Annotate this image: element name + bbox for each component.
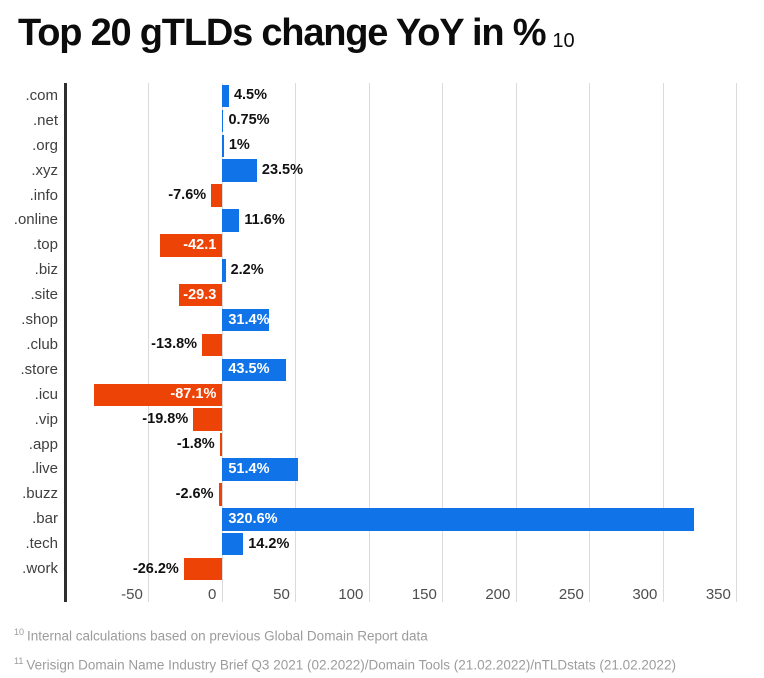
category-label-work: .work [22, 560, 58, 578]
x-tick-350: 350 [705, 586, 731, 603]
bar-club [202, 333, 223, 357]
value-label-online: 11.6% [244, 211, 285, 228]
category-label-live: .live [31, 460, 58, 478]
category-label-online: .online [13, 211, 58, 229]
category-label-com: .com [25, 86, 58, 104]
category-label-buzz: .buzz [22, 485, 58, 503]
bar-bar [222, 508, 694, 531]
value-label-store: 43.5% [228, 361, 270, 378]
category-label-store: .store [20, 360, 58, 378]
bar-tech [222, 532, 244, 556]
gridline-250 [589, 83, 591, 602]
x-tick--50: -50 [121, 586, 143, 603]
gridline-350 [736, 83, 738, 602]
bar-shop [222, 308, 269, 332]
category-label-net: .net [32, 111, 58, 129]
x-tick-50: 50 [273, 586, 290, 603]
bar-top [160, 234, 223, 257]
category-label-vip: .vip [34, 410, 58, 428]
category-label-app: .app [28, 435, 58, 453]
value-label-vip: -19.8% [142, 411, 189, 428]
category-label-bar: .bar [32, 510, 58, 528]
gridline--50 [148, 83, 150, 602]
x-tick-100: 100 [338, 586, 364, 603]
value-label-shop: 31.4% [228, 311, 270, 328]
category-label-club: .club [26, 335, 58, 353]
value-label-live: 51.4% [228, 460, 270, 477]
gridline-0 [221, 83, 223, 602]
page-title-text: Top 20 gTLDs change YoY in % [18, 12, 547, 54]
value-label-work: -26.2% [132, 560, 179, 577]
footnote-1: 10 Internal calculations based on previou… [14, 620, 676, 649]
bar-vip [193, 408, 223, 431]
x-tick-300: 300 [632, 586, 658, 603]
value-label-net: 0.75% [228, 112, 270, 129]
value-label-biz: 2.2% [230, 261, 264, 278]
x-tick-150: 150 [411, 586, 437, 603]
bar-biz [222, 259, 226, 282]
footnote-1-text: Internal calculations based on previous … [27, 628, 428, 644]
bar-com [222, 84, 229, 108]
bar-live [222, 458, 298, 481]
value-label-app: -1.8% [176, 436, 215, 453]
bar-online [222, 209, 240, 232]
value-label-site: -29.3 [183, 286, 217, 303]
x-tick-0: 0 [208, 586, 217, 603]
category-label-site: .site [30, 286, 58, 304]
footnote-1-sup: 10 [14, 627, 25, 637]
footnotes: 10 Internal calculations based on previou… [14, 620, 676, 677]
bar-store [222, 358, 287, 382]
footnote-2: 11 Verisign Domain Name Industry Brief Q3… [14, 649, 676, 678]
value-label-com: 4.5% [233, 87, 268, 104]
value-label-org: 1% [228, 137, 250, 154]
bar-info [211, 184, 223, 207]
category-label-xyz: .xyz [31, 161, 58, 179]
category-label-biz: .biz [34, 261, 58, 279]
bar-site [179, 283, 223, 307]
value-label-club: -13.8% [151, 336, 198, 353]
value-label-icu: -87.1% [170, 386, 217, 403]
bar-work [183, 557, 223, 581]
category-label-icu: .icu [34, 385, 58, 403]
value-label-tech: 14.2% [248, 535, 290, 552]
bar-icu [94, 383, 223, 406]
bar-chart: -50 0 50 100 150 200 250 300 350 .com 4.5% .net 0.75… [0, 83, 764, 623]
gridline-50 [295, 83, 297, 602]
bar-buzz [218, 483, 223, 506]
footnote-2-sup: 11 [14, 655, 24, 666]
category-label-org: .org [32, 136, 58, 154]
value-label-info: -7.6% [168, 187, 207, 204]
gridline-200 [515, 83, 517, 602]
gridline-100 [368, 83, 370, 602]
category-label-tech: .tech [25, 535, 58, 553]
page-title: Top 20 gTLDs change YoY in % 10 [18, 12, 575, 55]
gridline-300 [662, 83, 664, 602]
x-tick-200: 200 [485, 586, 511, 603]
category-label-shop: .shop [21, 311, 58, 329]
bar-app [219, 433, 223, 456]
category-label-info: .info [29, 186, 58, 204]
value-label-top: -42.1 [183, 236, 217, 253]
gridline-150 [442, 83, 444, 602]
category-axis-line [64, 83, 67, 602]
value-label-bar: 320.6% [228, 510, 278, 527]
footnote-2-text: Verisign Domain Name Industry Brief Q3 2… [26, 657, 676, 672]
bar-net [222, 109, 224, 133]
bar-org [222, 134, 224, 157]
category-label-top: .top [32, 236, 58, 254]
page-title-superscript: 10 [552, 30, 575, 52]
x-tick-250: 250 [558, 586, 584, 603]
bar-xyz [222, 159, 257, 182]
value-label-xyz: 23.5% [261, 162, 304, 179]
value-label-buzz: -2.6% [175, 485, 214, 502]
